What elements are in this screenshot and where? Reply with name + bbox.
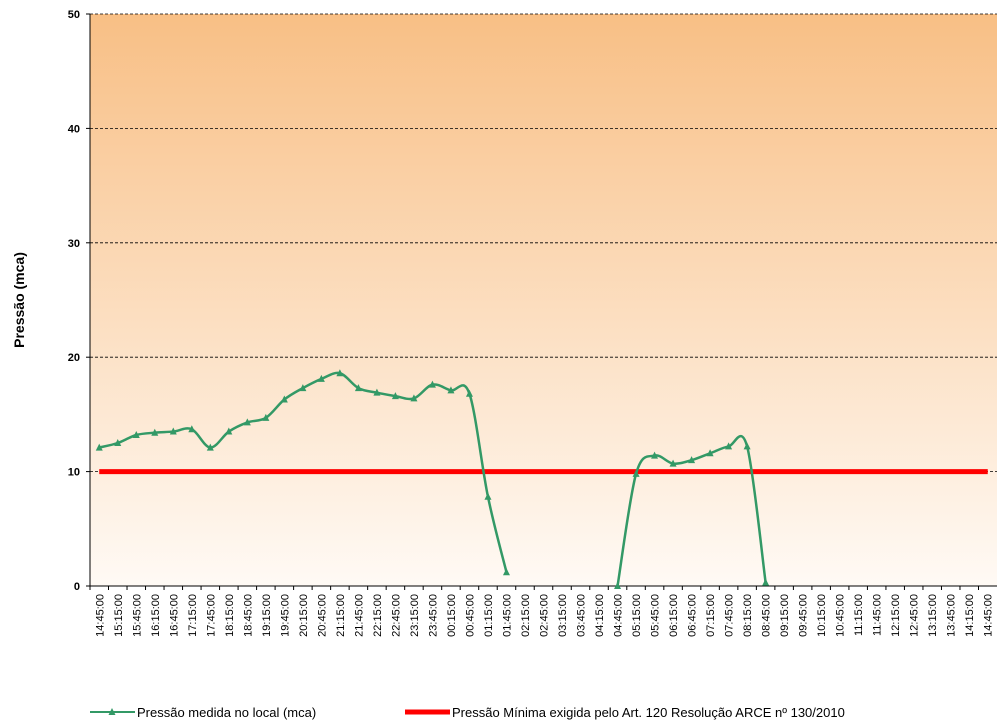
x-tick-label: 04:15:00: [594, 594, 606, 637]
x-tick-label: 05:45:00: [650, 594, 662, 637]
x-tick-label: 18:15:00: [224, 594, 236, 637]
plot-area: [90, 14, 997, 586]
x-tick-label: 11:15:00: [853, 594, 865, 636]
marker: [410, 394, 418, 402]
y-tick-label: 50: [68, 9, 80, 21]
x-tick-label: 06:15:00: [668, 594, 680, 637]
marker: [317, 374, 325, 382]
legend-label: Pressão Mínima exigida pelo Art. 120 Res…: [452, 705, 845, 720]
x-tick-label: 20:45:00: [316, 594, 328, 637]
marker: [262, 413, 270, 421]
marker: [651, 451, 659, 459]
marker: [169, 427, 177, 435]
marker: [484, 492, 492, 500]
x-tick-label: 08:15:00: [742, 594, 754, 637]
x-tick-label: 01:45:00: [501, 594, 513, 637]
x-tick-label: 13:45:00: [946, 594, 958, 637]
marker: [373, 388, 381, 396]
marker: [299, 384, 307, 392]
x-tick-label: 01:15:00: [483, 594, 495, 637]
x-tick-label: 17:45:00: [205, 594, 217, 637]
x-tick-label: 09:45:00: [798, 594, 810, 637]
marker: [502, 568, 510, 576]
marker: [151, 428, 159, 436]
x-tick-label: 06:45:00: [687, 594, 699, 637]
x-tick-label: 10:15:00: [816, 594, 828, 637]
marker: [632, 469, 640, 477]
x-tick-label: 02:45:00: [539, 594, 551, 637]
marker: [447, 386, 455, 394]
marker: [225, 427, 233, 435]
x-tick-label: 19:15:00: [261, 594, 273, 637]
x-tick-label: 02:15:00: [520, 594, 532, 637]
y-tick-label: 10: [68, 467, 80, 479]
y-tick-label: 20: [68, 352, 80, 364]
marker: [114, 439, 122, 446]
x-tick-label: 08:45:00: [761, 594, 773, 637]
x-tick-label: 18:45:00: [242, 594, 254, 637]
y-axis-label: Pressão (mca): [11, 252, 27, 348]
x-tick-label: 07:45:00: [724, 594, 736, 637]
x-tick-label: 04:45:00: [613, 594, 625, 637]
marker: [95, 443, 103, 451]
x-tick-label: 12:45:00: [909, 594, 921, 637]
x-tick-label: 03:45:00: [576, 594, 588, 637]
x-tick-label: 03:15:00: [557, 594, 569, 637]
marker: [188, 425, 196, 433]
legend-label: Pressão medida no local (mca): [137, 705, 316, 720]
x-tick-label: 17:15:00: [187, 594, 199, 637]
x-tick-label: 16:15:00: [150, 594, 162, 637]
x-tick-label: 14:45:00: [983, 594, 995, 637]
marker: [669, 459, 677, 467]
x-tick-label: 14:15:00: [964, 594, 976, 637]
y-tick-label: 40: [68, 123, 80, 135]
x-tick-label: 05:15:00: [631, 594, 643, 637]
marker: [743, 442, 751, 450]
x-tick-label: 22:45:00: [390, 594, 402, 637]
marker: [354, 384, 362, 392]
marker: [706, 449, 714, 457]
x-tick-label: 15:45:00: [131, 594, 143, 637]
x-tick-label: 07:15:00: [705, 594, 717, 637]
marker: [243, 418, 251, 426]
marker: [428, 380, 436, 388]
x-tick-label: 23:15:00: [409, 594, 421, 637]
marker: [336, 369, 344, 377]
x-tick-label: 20:15:00: [298, 594, 310, 637]
marker: [688, 456, 696, 464]
x-tick-label: 16:45:00: [168, 594, 180, 637]
pressure-line: [98, 371, 508, 573]
marker: [762, 578, 770, 586]
x-tick-label: 23:45:00: [427, 594, 439, 637]
y-tick-label: 0: [74, 581, 80, 593]
x-tick-label: 14:45:00: [94, 594, 106, 637]
marker: [725, 442, 733, 450]
marker: [132, 430, 140, 438]
marker: [391, 392, 399, 400]
y-tick-label: 30: [68, 238, 80, 250]
x-tick-label: 21:45:00: [353, 594, 365, 637]
marker: [280, 395, 288, 403]
legend-marker: [108, 708, 116, 715]
x-tick-label: 15:15:00: [113, 594, 125, 637]
x-tick-label: 21:15:00: [335, 594, 347, 637]
x-tick-label: 00:15:00: [446, 594, 458, 637]
marker: [465, 389, 473, 397]
x-tick-label: 00:45:00: [464, 594, 476, 637]
marker: [206, 443, 214, 451]
x-tick-label: 09:15:00: [779, 594, 791, 637]
x-tick-label: 13:15:00: [927, 594, 939, 637]
x-tick-label: 11:45:00: [872, 594, 884, 636]
x-tick-label: 19:45:00: [279, 594, 291, 637]
x-tick-label: 22:15:00: [372, 594, 384, 637]
x-tick-label: 12:15:00: [890, 594, 902, 637]
marker: [614, 582, 622, 589]
x-tick-label: 10:45:00: [835, 594, 847, 637]
